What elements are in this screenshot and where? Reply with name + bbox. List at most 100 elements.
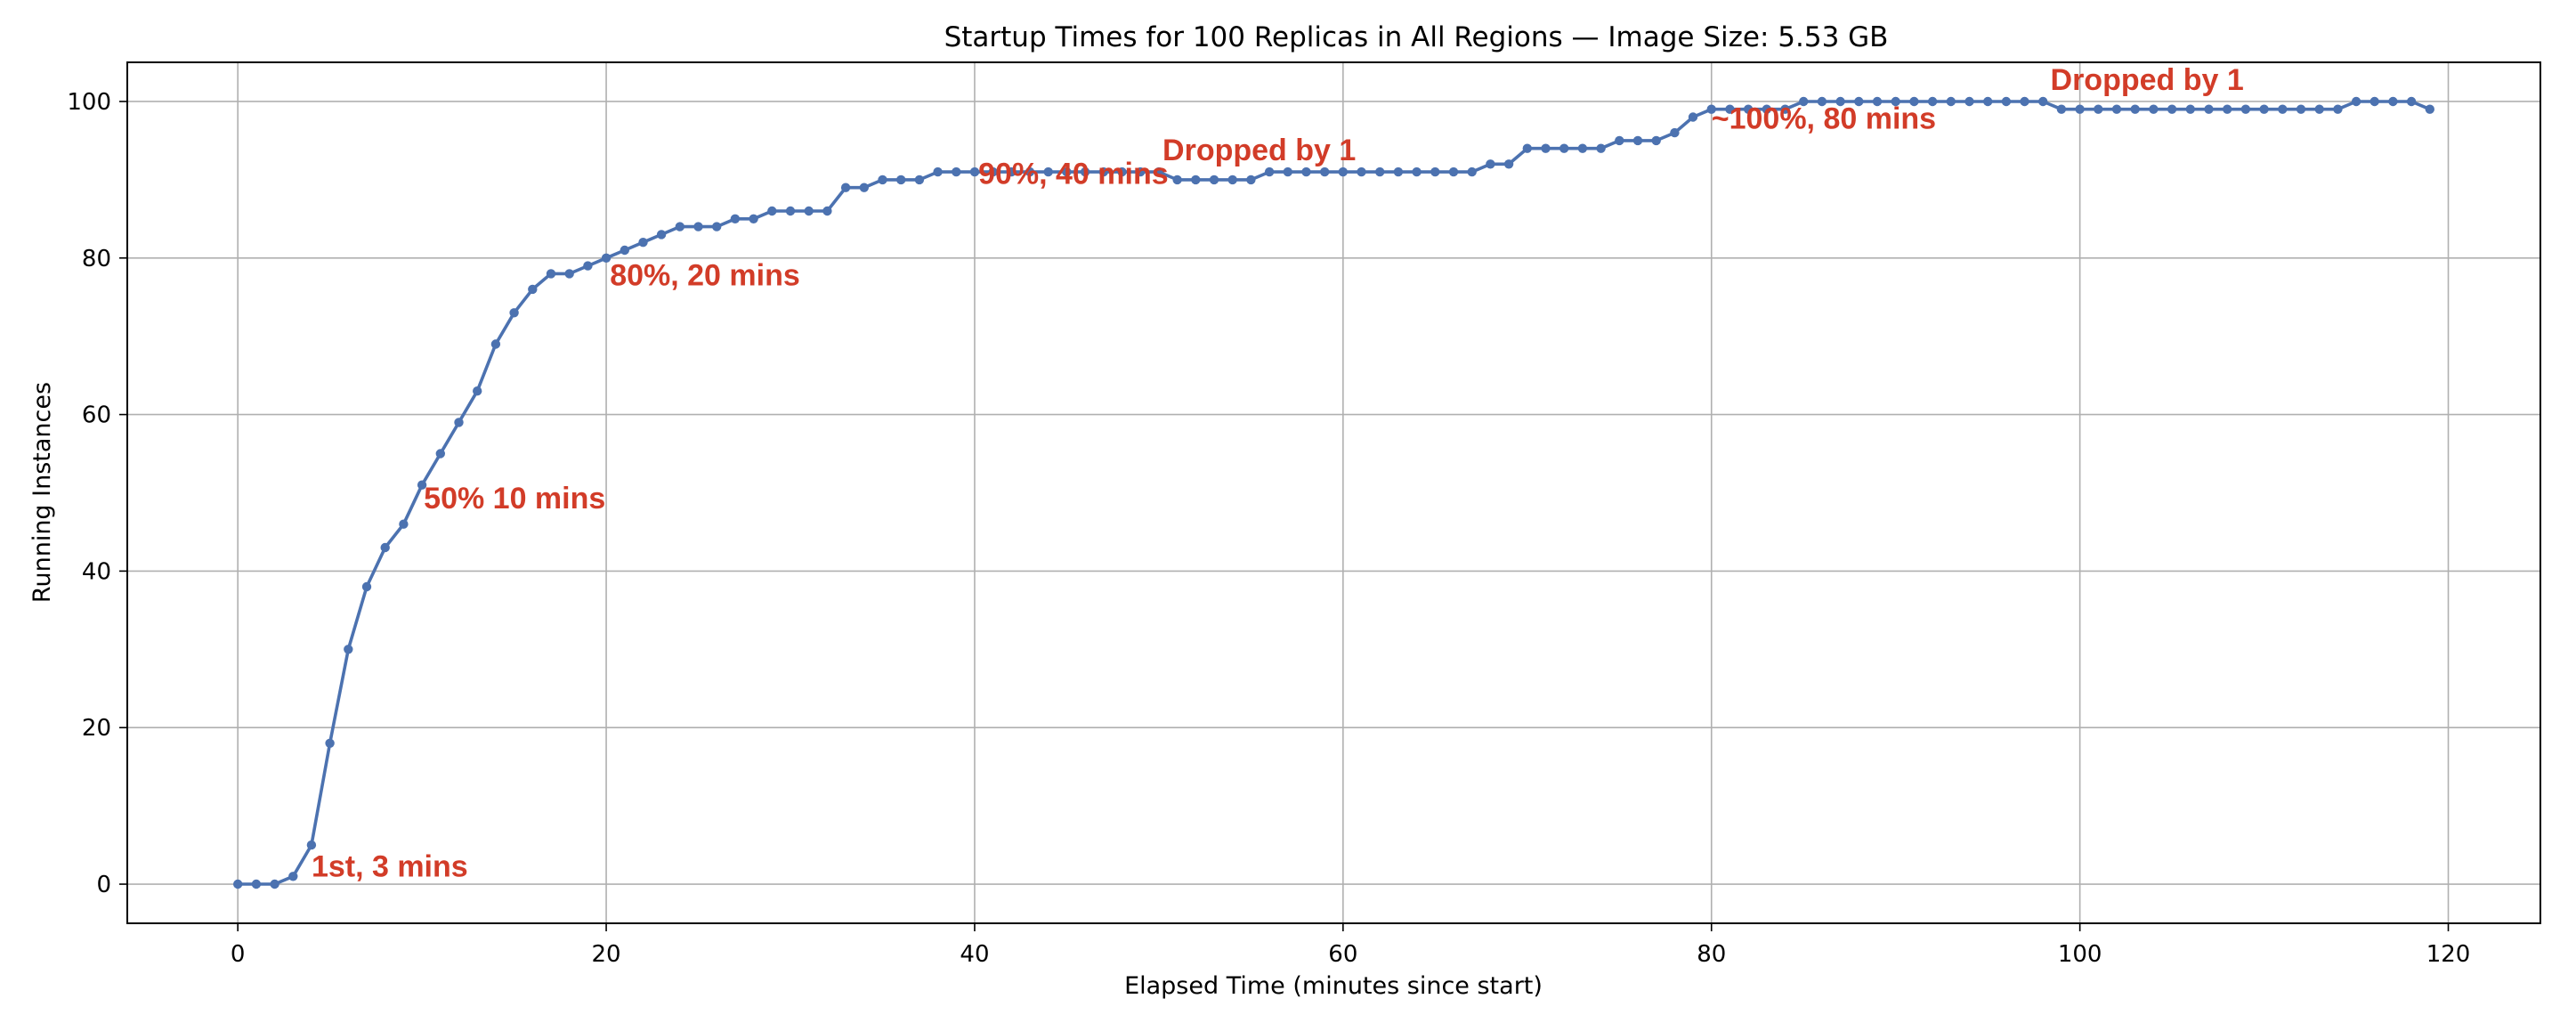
data-point bbox=[2001, 96, 2012, 107]
data-point bbox=[2314, 104, 2324, 114]
data-point bbox=[1909, 96, 1919, 107]
data-point bbox=[1412, 166, 1422, 177]
annotation-label: Dropped by 1 bbox=[2051, 63, 2244, 97]
x-tick-label: 60 bbox=[1328, 941, 1357, 968]
data-point bbox=[638, 238, 648, 248]
data-point bbox=[1743, 104, 1754, 114]
data-point bbox=[2388, 96, 2398, 107]
axis-ticks: 0 20 40 60 80 100 120 0 20 40 60 80 100 bbox=[67, 89, 2470, 968]
data-point bbox=[1430, 166, 1440, 177]
data-point bbox=[1467, 166, 1477, 177]
data-point bbox=[1227, 175, 1237, 185]
data-point bbox=[785, 206, 796, 216]
data-point bbox=[306, 840, 317, 850]
data-point bbox=[1615, 135, 1624, 146]
data-point bbox=[601, 253, 612, 263]
data-point bbox=[509, 308, 519, 318]
data-point bbox=[2278, 104, 2288, 114]
data-point bbox=[1264, 166, 1275, 177]
data-point bbox=[1835, 96, 1845, 107]
data-point bbox=[2185, 104, 2195, 114]
data-point bbox=[1891, 96, 1900, 107]
data-point bbox=[1541, 143, 1551, 153]
data-point bbox=[1817, 96, 1827, 107]
x-tick-label: 120 bbox=[2426, 941, 2471, 968]
data-point bbox=[1117, 166, 1127, 177]
data-point bbox=[2020, 96, 2029, 107]
data-point bbox=[1338, 166, 1349, 177]
data-point bbox=[952, 166, 961, 177]
data-point bbox=[1375, 166, 1385, 177]
data-point bbox=[2056, 104, 2067, 114]
data-point bbox=[325, 738, 335, 748]
data-point bbox=[620, 245, 629, 256]
data-point bbox=[2406, 96, 2417, 107]
x-axis-label: Elapsed Time (minutes since start) bbox=[1124, 972, 1543, 1000]
data-point bbox=[1688, 112, 1698, 122]
data-point bbox=[583, 261, 593, 271]
data-point bbox=[2204, 104, 2214, 114]
data-point bbox=[2369, 96, 2379, 107]
data-point bbox=[712, 222, 722, 231]
data-point bbox=[2075, 104, 2085, 114]
data-point bbox=[1983, 96, 1993, 107]
data-point bbox=[1172, 175, 1182, 185]
data-point bbox=[2149, 104, 2159, 114]
data-point bbox=[2425, 104, 2434, 114]
data-point bbox=[896, 175, 906, 185]
data-point bbox=[380, 542, 390, 553]
data-point bbox=[1706, 104, 1716, 114]
data-point bbox=[1154, 166, 1164, 177]
data-point bbox=[914, 175, 925, 185]
data-point bbox=[1486, 159, 1495, 169]
data-point bbox=[435, 449, 445, 459]
data-point bbox=[693, 222, 703, 231]
data-point bbox=[399, 519, 409, 529]
data-point bbox=[933, 166, 943, 177]
data-point bbox=[1301, 166, 1311, 177]
data-point bbox=[233, 879, 243, 889]
data-point bbox=[473, 386, 482, 396]
data-point bbox=[490, 339, 501, 349]
chart-title: Startup Times for 100 Replicas in All Re… bbox=[944, 21, 1889, 53]
data-point bbox=[1393, 166, 1404, 177]
annotation-label: 50% 10 mins bbox=[424, 482, 605, 516]
data-point bbox=[1872, 96, 1883, 107]
data-point bbox=[2223, 104, 2232, 114]
y-tick-label: 40 bbox=[82, 558, 111, 585]
data-point bbox=[1191, 175, 1201, 185]
data-point bbox=[361, 581, 372, 592]
data-point bbox=[840, 183, 851, 192]
data-point bbox=[1946, 96, 1956, 107]
y-axis-label: Running Instances bbox=[28, 382, 56, 603]
data-point bbox=[822, 206, 832, 216]
data-point bbox=[251, 879, 262, 889]
grid-lines bbox=[127, 62, 2540, 923]
data-point bbox=[2111, 104, 2122, 114]
x-tick-label: 80 bbox=[1697, 941, 1726, 968]
data-point bbox=[1007, 166, 1017, 177]
data-point bbox=[1577, 143, 1588, 153]
y-tick-label: 0 bbox=[96, 872, 111, 898]
data-point bbox=[2351, 96, 2361, 107]
annotation-label: ~100%, 80 mins bbox=[1712, 102, 1936, 136]
data-point bbox=[417, 480, 427, 490]
data-point bbox=[1559, 143, 1569, 153]
data-point bbox=[1320, 166, 1330, 177]
data-point bbox=[1725, 104, 1735, 114]
data-point bbox=[2259, 104, 2269, 114]
data-point bbox=[270, 879, 279, 889]
data-point bbox=[528, 284, 538, 295]
data-point bbox=[1357, 166, 1366, 177]
x-tick-label: 40 bbox=[960, 941, 989, 968]
data-point bbox=[1136, 166, 1146, 177]
data-point bbox=[988, 166, 998, 177]
data-point bbox=[749, 214, 758, 223]
data-point bbox=[675, 222, 685, 231]
data-point bbox=[1246, 175, 1256, 185]
data-point bbox=[1522, 143, 1533, 153]
data-point bbox=[2130, 104, 2140, 114]
data-point bbox=[2094, 104, 2103, 114]
data-point bbox=[1799, 96, 1809, 107]
